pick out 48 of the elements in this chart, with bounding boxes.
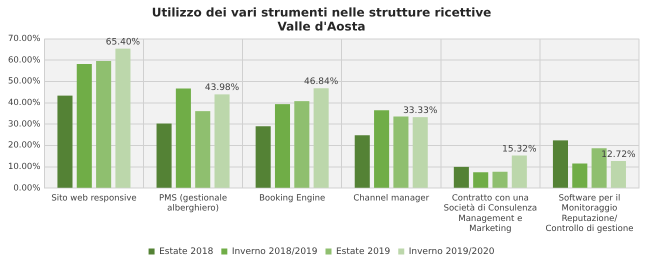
bar [96, 60, 112, 188]
bar [454, 166, 469, 188]
bar [115, 48, 130, 188]
y-tick-label: 0.00% [13, 183, 40, 194]
legend-label: Inverno 2019/2020 [408, 246, 495, 257]
y-tick-label: 10.00% [8, 162, 40, 172]
x-tick-label: Software per il Monitoraggio Reputazione/ Controllo di gestione [545, 194, 634, 234]
chart-subtitle: Valle d'Aosta [277, 20, 366, 34]
x-tick-label: Sito web responsive [51, 194, 137, 204]
y-tick-label: 20.00% [8, 140, 40, 151]
bar [256, 126, 271, 188]
bar [374, 110, 390, 188]
bar [57, 96, 73, 188]
y-tick-label: 30.00% [8, 119, 40, 130]
data-label: 43.98% [204, 83, 240, 94]
data-label: 33.33% [403, 106, 438, 116]
y-tick-label: 40.00% [8, 98, 40, 108]
bar [274, 104, 290, 188]
x-tick-label: Contratto con una Società di Consulenza Management e Marketing [444, 194, 538, 234]
bar [354, 135, 370, 188]
bar [294, 101, 310, 188]
y-tick-label: 60.00% [8, 55, 40, 66]
bar [214, 94, 230, 188]
bar [610, 161, 626, 188]
x-tick-label: Channel manager [353, 194, 430, 204]
bar [572, 163, 588, 188]
bar [512, 156, 527, 188]
y-tick-label: 50.00% [8, 76, 40, 87]
bar [76, 64, 92, 188]
x-tick-label: PMS (gestionale alberghiero) [159, 194, 228, 214]
data-label: 65.40% [106, 37, 141, 48]
legend-label: Inverno 2018/2019 [232, 246, 318, 257]
chart-title: Utilizzo dei vari strumenti nelle strutture ricettive [152, 5, 492, 20]
bar [195, 111, 210, 188]
bar [473, 172, 488, 188]
bar [176, 88, 191, 188]
bar [412, 117, 428, 188]
x-tick-label: Booking Engine [259, 194, 326, 204]
y-tick-label: 70.00% [8, 34, 40, 44]
bar [156, 124, 172, 188]
bar [314, 88, 329, 188]
bar [552, 140, 568, 188]
legend-label: Estate 2018 [159, 246, 214, 257]
data-label: 15.32% [502, 144, 537, 154]
bar [492, 172, 508, 188]
legend-label: Estate 2019 [336, 246, 391, 257]
data-label: 46.84% [304, 77, 339, 88]
bar [393, 116, 408, 188]
